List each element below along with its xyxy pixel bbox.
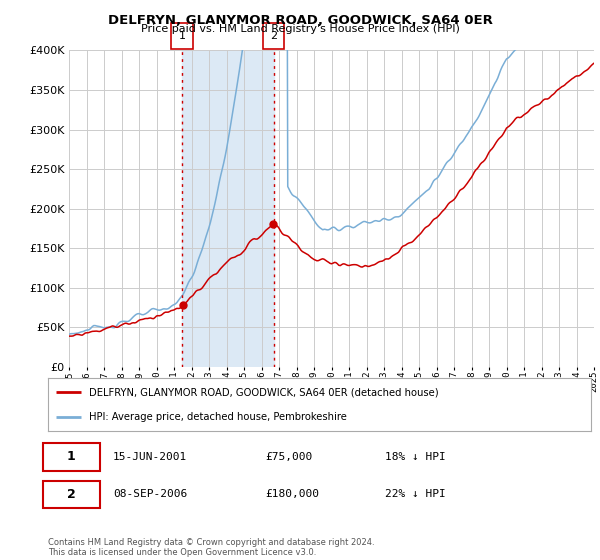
Text: Price paid vs. HM Land Registry's House Price Index (HPI): Price paid vs. HM Land Registry's House … <box>140 24 460 34</box>
Text: 08-SEP-2006: 08-SEP-2006 <box>113 489 187 500</box>
Text: Contains HM Land Registry data © Crown copyright and database right 2024.
This d: Contains HM Land Registry data © Crown c… <box>48 538 374 557</box>
Text: DELFRYN, GLANYMOR ROAD, GOODWICK, SA64 0ER (detached house): DELFRYN, GLANYMOR ROAD, GOODWICK, SA64 0… <box>89 388 439 398</box>
FancyBboxPatch shape <box>43 481 100 508</box>
Text: 2: 2 <box>270 31 277 41</box>
Text: 2: 2 <box>67 488 76 501</box>
Text: 15-JUN-2001: 15-JUN-2001 <box>113 452 187 462</box>
Text: 1: 1 <box>67 450 76 464</box>
Text: £180,000: £180,000 <box>265 489 319 500</box>
FancyBboxPatch shape <box>43 444 100 470</box>
Text: DELFRYN, GLANYMOR ROAD, GOODWICK, SA64 0ER: DELFRYN, GLANYMOR ROAD, GOODWICK, SA64 0… <box>107 14 493 27</box>
Text: 22% ↓ HPI: 22% ↓ HPI <box>385 489 445 500</box>
Bar <box>182 50 274 367</box>
Text: 1: 1 <box>179 31 185 41</box>
Text: £75,000: £75,000 <box>265 452 313 462</box>
Text: 18% ↓ HPI: 18% ↓ HPI <box>385 452 445 462</box>
Text: HPI: Average price, detached house, Pembrokeshire: HPI: Average price, detached house, Pemb… <box>89 412 347 422</box>
